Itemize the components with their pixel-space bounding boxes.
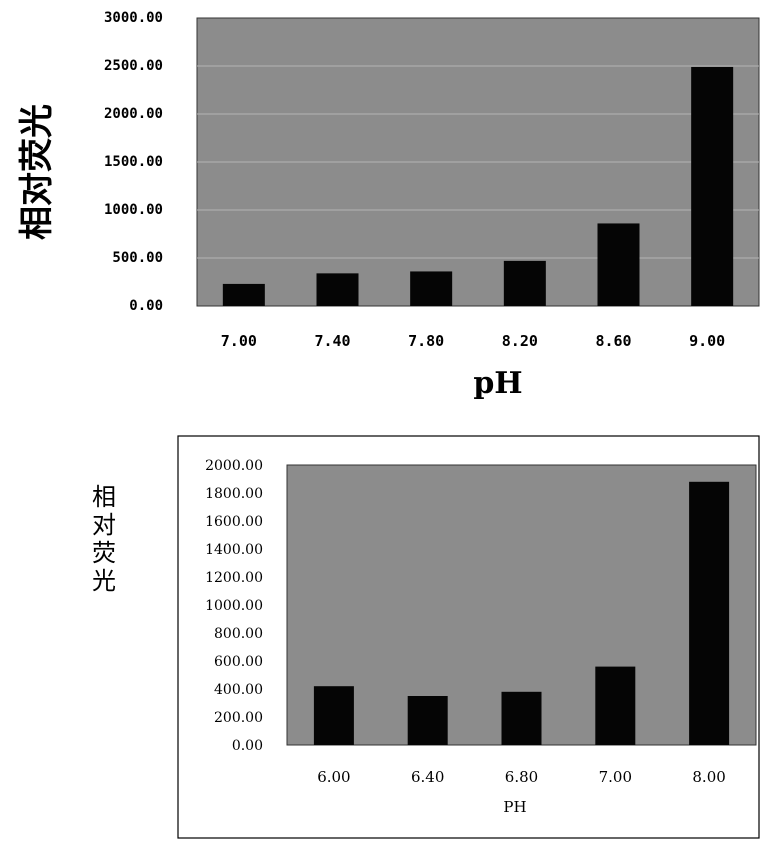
chart-1-x-tick-label: 8.60	[595, 332, 631, 350]
chart-1-bar	[597, 223, 640, 306]
chart-1-x-tick-label: 7.80	[408, 332, 444, 350]
chart-1-y-tick-label: 0.00	[129, 298, 163, 314]
chart-2-y-axis-label-char: 相	[92, 483, 116, 511]
chart-2: 2000.00 1800.00 1600.00 1400.00 1200.00 1000.…	[92, 435, 760, 839]
chart-1-x-tick-label: 8.20	[502, 332, 538, 350]
chart-2-y-tick-label: 0.00	[232, 738, 263, 754]
chart-2-y-tick-label: 800.00	[214, 626, 263, 642]
chart-2-x-tick-label: 7.00	[599, 768, 632, 786]
chart-1-x-tick-label: 7.00	[221, 332, 257, 350]
chart-2-y-axis-label-char: 光	[92, 567, 116, 595]
chart-1-y-tick-label: 500.00	[112, 250, 163, 266]
chart-2-y-tick-label: 200.00	[214, 710, 263, 726]
chart-2-y-axis-label-char: 对	[92, 511, 116, 539]
chart-1-y-tick-label: 2500.00	[104, 58, 163, 74]
chart-2-bar	[313, 686, 354, 745]
chart-1-y-tick-label: 1000.00	[104, 202, 163, 218]
chart-1-x-tick-label: 9.00	[689, 332, 725, 350]
chart-1-y-tick-label: 2000.00	[104, 106, 163, 122]
chart-2-y-tick-label: 1400.00	[205, 542, 263, 558]
chart-1-bar	[222, 283, 265, 306]
chart-2-bar	[689, 481, 730, 745]
chart-2-x-tick-label: 6.40	[411, 768, 444, 786]
chart-1-y-tick-label: 3000.00	[104, 10, 163, 26]
chart-2-y-tick-label: 2000.00	[205, 458, 263, 474]
chart-2-bar	[501, 691, 542, 745]
chart-2-y-axis-label: 相对荧光	[92, 483, 116, 595]
chart-2-bar	[407, 696, 448, 745]
chart-1-bar	[691, 66, 734, 307]
chart-2-y-tick-label: 1600.00	[205, 514, 263, 530]
chart-2-y-tick-label: 400.00	[214, 682, 263, 698]
chart-2-y-tick-label: 600.00	[214, 654, 263, 670]
chart-2-x-tick-label: 6.80	[505, 768, 538, 786]
chart-1-bar	[503, 260, 546, 306]
chart-2-frame	[177, 435, 760, 839]
chart-2-bar	[595, 666, 636, 745]
chart-1-x-axis-label: pH	[473, 366, 522, 401]
chart-1-x-tick-label: 7.40	[314, 332, 350, 350]
chart-2-x-tick-label: 8.00	[692, 768, 725, 786]
chart-2-y-tick-label: 1800.00	[205, 486, 263, 502]
chart-2-y-tick-label: 1200.00	[205, 570, 263, 586]
chart-1-y-axis-label: 相对荧光	[17, 104, 57, 240]
chart-1: 3000.00 2500.00 2000.00 1500.00 1000.00 500.0…	[17, 10, 760, 401]
chart-2-x-axis-label: PH	[503, 798, 526, 816]
chart-1-y-tick-label: 1500.00	[104, 154, 163, 170]
chart-1-bar	[410, 271, 453, 306]
chart-1-bar	[316, 273, 359, 306]
chart-2-x-tick-label: 6.00	[317, 768, 350, 786]
chart-2-y-tick-label: 1000.00	[205, 598, 263, 614]
chart-2-y-axis-label-char: 荧	[92, 539, 116, 567]
